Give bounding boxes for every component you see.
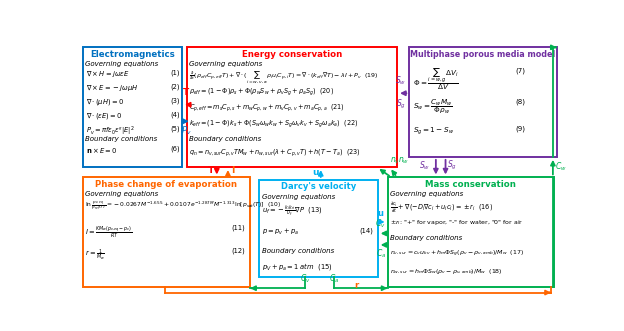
Text: u: u: [312, 168, 319, 177]
Text: Governing equations: Governing equations: [189, 61, 263, 68]
Text: $\frac{\partial c_i}{\partial t}+\nabla(-D_i\nabla c_i+u_i c_i)=\pm r_i$  (16): $\frac{\partial c_i}{\partial t}+\nabla(…: [390, 200, 493, 215]
Bar: [187, 47, 397, 167]
Text: (12): (12): [231, 248, 245, 254]
Text: $S_w$: $S_w$: [396, 74, 407, 87]
Text: $P_v = \pi f\varepsilon_0\varepsilon''|E|^2$: $P_v = \pi f\varepsilon_0\varepsilon''|E…: [85, 125, 135, 138]
Text: T: T: [208, 166, 215, 175]
Text: Governing equations: Governing equations: [262, 194, 335, 200]
Text: $\mathbf{n} \times E = 0$: $\mathbf{n} \times E = 0$: [85, 146, 117, 155]
Text: Energy conservation: Energy conservation: [242, 50, 342, 59]
Text: $p=p_v+p_a$: $p=p_v+p_a$: [262, 227, 299, 237]
Text: (5): (5): [170, 125, 180, 132]
Text: $\pm r_i$: "+" for vapor, "-" for water, "0" for air: $\pm r_i$: "+" for vapor, "-" for water,…: [390, 218, 524, 227]
Text: (14): (14): [359, 227, 373, 234]
Text: $\ln\frac{p_{v,eq}}{p_{ref}(T)}=-0.0267M^{-1.655}+0.0107e^{-1.287M}M^{-1.313}\ln: $\ln\frac{p_{v,eq}}{p_{ref}(T)}=-0.0267M…: [85, 200, 281, 213]
Text: $\frac{\partial}{\partial t}(\rho_{eff}C_{p,eff}T)+\nabla\cdot(\sum_{i=w,v,a}\rh: $\frac{\partial}{\partial t}(\rho_{eff}C…: [189, 69, 379, 85]
Text: $n_v$: $n_v$: [390, 156, 400, 166]
Text: Governing equations: Governing equations: [85, 191, 158, 198]
Text: $C_w$: $C_w$: [555, 161, 567, 173]
Text: (7): (7): [515, 68, 525, 74]
Text: Mass conservation: Mass conservation: [426, 180, 517, 189]
Text: Governing equations: Governing equations: [85, 61, 158, 68]
Text: (2): (2): [170, 83, 180, 90]
Text: Phase change of evaporation: Phase change of evaporation: [95, 180, 237, 189]
Text: $C_{p,eff}=m_s C_{p,s}+m_w C_{p,w}+m_v C_{p,v}+m_a C_{p,a}$  (21): $C_{p,eff}=m_s C_{p,s}+m_w C_{p,w}+m_v C…: [189, 103, 345, 114]
Bar: [83, 47, 182, 167]
Bar: [409, 47, 557, 157]
Text: $\Phi=\dfrac{\sum_{i=w,g}\Delta V_i}{\Delta V}$: $\Phi=\dfrac{\sum_{i=w,g}\Delta V_i}{\De…: [413, 67, 459, 92]
Text: I: I: [232, 166, 235, 175]
Text: $\rho_{eff}=(1-\Phi)\rho_s+\Phi(\rho_w S_w+\rho_v S_g+\rho_a S_g)$  (20): $\rho_{eff}=(1-\Phi)\rho_s+\Phi(\rho_w S…: [189, 87, 334, 98]
Text: T: T: [183, 88, 190, 97]
Text: $S_g=1-S_w$: $S_g=1-S_w$: [413, 125, 454, 137]
Bar: [260, 180, 378, 277]
Text: $n_{w,sur}=h_m\Phi S_w(\rho_v-\rho_{v,amb})/M_w$  (18): $n_{w,sur}=h_m\Phi S_w(\rho_v-\rho_{v,am…: [390, 268, 503, 276]
Text: u: u: [378, 209, 384, 218]
Text: (8): (8): [515, 98, 525, 105]
Text: $k_{eff}=(1-\Phi)k_s+\Phi(S_w\omega_w k_w+S_g\omega_v k_v+S_g\omega_a k_a)$  (22: $k_{eff}=(1-\Phi)k_s+\Phi(S_w\omega_w k_…: [189, 118, 359, 130]
Bar: [83, 177, 250, 287]
Text: (6): (6): [170, 146, 180, 152]
Text: $S_g$: $S_g$: [447, 159, 457, 172]
Text: Boundary conditions: Boundary conditions: [262, 248, 334, 254]
Text: $P_v$: $P_v$: [181, 124, 192, 137]
Text: $S_w$: $S_w$: [419, 160, 430, 172]
Text: $S_w=\dfrac{C_w M_w}{\Phi\rho_w}$: $S_w=\dfrac{C_w M_w}{\Phi\rho_w}$: [413, 97, 453, 116]
Text: Boundary conditions: Boundary conditions: [390, 235, 462, 241]
Text: $C_v$: $C_v$: [300, 272, 311, 285]
Text: (11): (11): [231, 224, 245, 231]
Text: (3): (3): [170, 97, 180, 104]
Text: $u_f=-\frac{k_i k_{ri}}{\upsilon_f}\nabla P$  (13): $u_f=-\frac{k_i k_{ri}}{\upsilon_f}\nabl…: [262, 204, 323, 219]
Text: $q_n=n_{v,sur}C_{p,v}TM_w+n_{w,sur}(\lambda+C_{p,v}T)+h(T-T_a)$  (23): $q_n=n_{v,sur}C_{p,v}TM_w+n_{w,sur}(\lam…: [189, 148, 361, 159]
Text: $r=\frac{1}{M_w}$: $r=\frac{1}{M_w}$: [85, 248, 105, 262]
Text: $\nabla \times E = -j\omega\mu H$: $\nabla \times E = -j\omega\mu H$: [85, 83, 138, 93]
Text: $S_g$: $S_g$: [396, 98, 406, 112]
Text: Electromagnetics: Electromagnetics: [90, 50, 175, 59]
Text: Multiphase porous media model: Multiphase porous media model: [411, 50, 555, 59]
Text: $\nabla \cdot (\varepsilon E) = 0$: $\nabla \cdot (\varepsilon E) = 0$: [85, 111, 122, 121]
Text: $C_v$: $C_v$: [376, 217, 386, 230]
Text: $C_a$: $C_a$: [376, 248, 386, 260]
Text: Boundary conditions: Boundary conditions: [189, 136, 261, 142]
Text: Governing equations: Governing equations: [390, 191, 463, 198]
Text: $n_{v,sur}=c_v u_{kv}+h_m\Phi S_g(\rho_v-\rho_{v,amb})/M_w$  (17): $n_{v,sur}=c_v u_{kv}+h_m\Phi S_g(\rho_v…: [390, 249, 524, 259]
Text: (9): (9): [515, 125, 525, 132]
Text: $n_w$: $n_w$: [398, 156, 409, 166]
Text: $p_V+p_a=1\;atm$  (15): $p_V+p_a=1\;atm$ (15): [262, 261, 333, 272]
Text: (4): (4): [170, 111, 180, 118]
Bar: [388, 177, 554, 287]
Text: Darcy's velocity: Darcy's velocity: [281, 182, 356, 191]
Text: (1): (1): [170, 69, 180, 75]
Text: $\nabla \times H = j\omega\varepsilon E$: $\nabla \times H = j\omega\varepsilon E$: [85, 69, 129, 79]
Text: $I=\frac{KM_w(p_{v,eq}-p_v)}{RT}$: $I=\frac{KM_w(p_{v,eq}-p_v)}{RT}$: [85, 224, 133, 240]
Text: $C_a$: $C_a$: [329, 272, 339, 285]
Text: r: r: [354, 281, 358, 290]
Text: Boundary conditions: Boundary conditions: [85, 136, 157, 142]
Text: $\nabla \cdot (\mu H)= 0$: $\nabla \cdot (\mu H)= 0$: [85, 97, 124, 107]
